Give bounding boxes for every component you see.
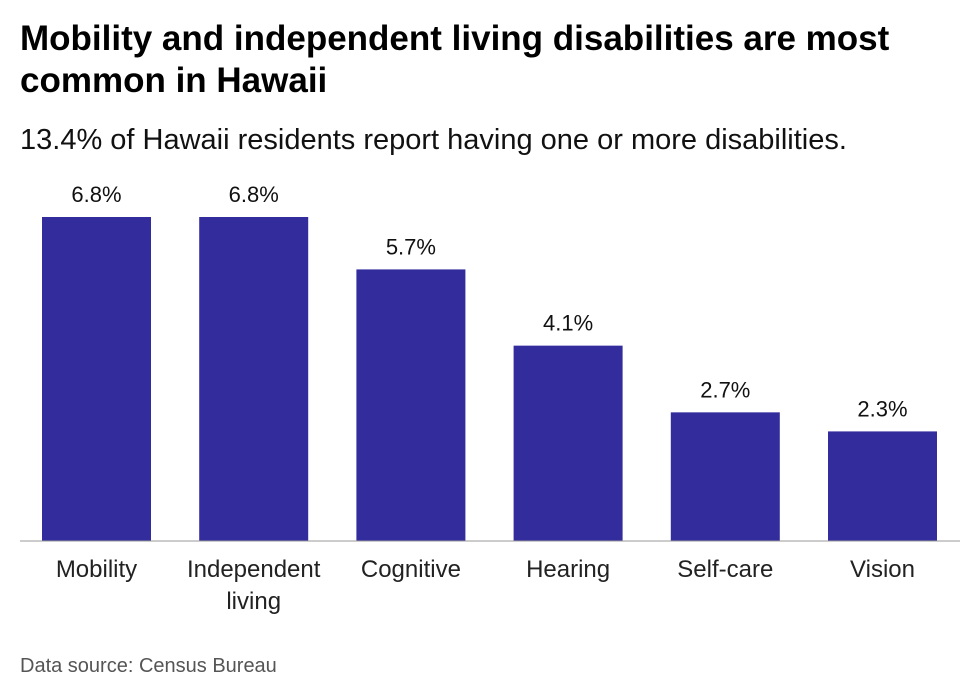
category-label-line: Independent xyxy=(187,556,321,583)
category-label-line: Cognitive xyxy=(361,556,461,583)
category-label-line: Hearing xyxy=(526,556,610,583)
data-source-note: Data source: Census Bureau xyxy=(20,655,277,677)
bar xyxy=(670,412,780,541)
bar xyxy=(513,345,623,541)
category-label-line: Self-care xyxy=(677,556,773,583)
category-label-line: living xyxy=(226,588,281,615)
category-label: Mobility xyxy=(56,556,137,583)
bar-value-label: 6.8% xyxy=(229,182,279,207)
category-label: Cognitive xyxy=(361,556,461,583)
bar-value-label: 6.8% xyxy=(71,182,121,207)
bars-group xyxy=(42,217,937,541)
bar xyxy=(42,217,151,541)
data-labels-group: 6.8% 6.8% 5.7% 4.1% 2.7% 2.3% xyxy=(71,182,907,421)
chart-subtitle: 13.4% of Hawaii residents report having … xyxy=(20,124,847,156)
bar-value-label: 5.7% xyxy=(386,234,436,259)
bar xyxy=(199,217,309,541)
bar xyxy=(828,431,937,541)
category-label-line: Vision xyxy=(850,556,915,583)
category-label: Hearing xyxy=(526,556,610,583)
bar-value-label: 2.7% xyxy=(700,377,750,402)
category-label: Independent living xyxy=(187,556,321,615)
bar xyxy=(356,269,466,541)
category-label-line: Mobility xyxy=(56,556,137,583)
category-labels-group: Mobility Independent living Cognitive Hearin… xyxy=(56,556,915,615)
category-label: Self-care xyxy=(677,556,773,583)
bar-value-label: 2.3% xyxy=(857,396,907,421)
bar-value-label: 4.1% xyxy=(543,311,593,336)
chart-title: Mobility and independent living disabili… xyxy=(20,19,890,100)
category-label: Vision xyxy=(850,556,915,583)
